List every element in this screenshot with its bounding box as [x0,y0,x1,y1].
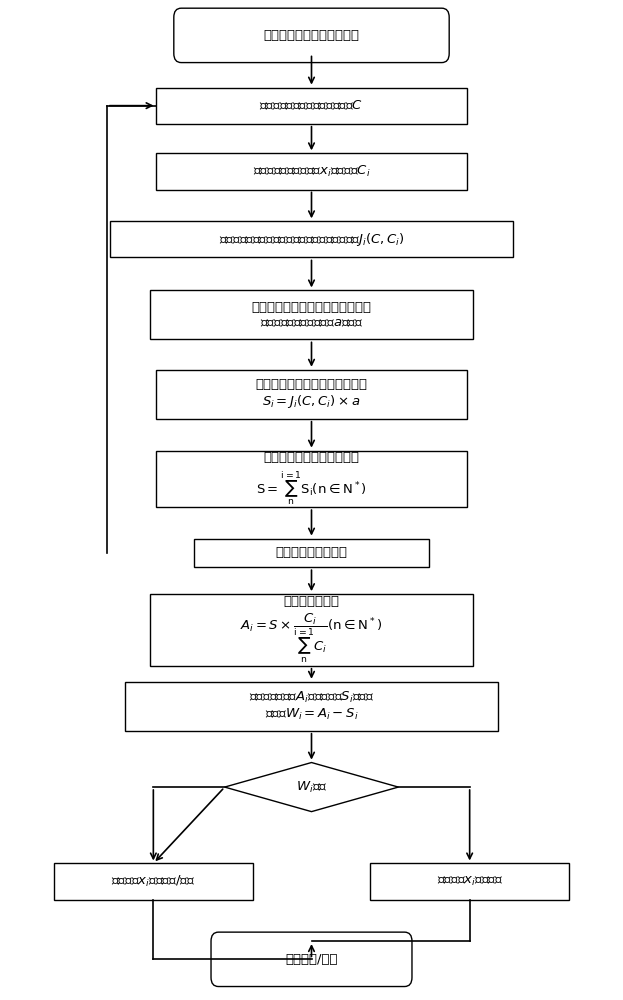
Text: 列队车辆$x_i$进行缴费: 列队车辆$x_i$进行缴费 [437,875,503,888]
Text: 进入额度权重再分配: 进入额度权重再分配 [275,546,348,559]
Polygon shape [225,763,398,812]
FancyBboxPatch shape [194,539,429,567]
FancyBboxPatch shape [174,8,449,63]
FancyBboxPatch shape [156,88,467,124]
FancyBboxPatch shape [150,290,473,339]
FancyBboxPatch shape [156,370,467,419]
Text: 完成补偿/扣费: 完成补偿/扣费 [285,953,338,966]
FancyBboxPatch shape [150,594,473,666]
Text: 计算单一列队车辆的费用收取值
$S_i = J_i(C,C_i)\times a$: 计算单一列队车辆的费用收取值 $S_i = J_i(C,C_i)\times a… [255,378,368,410]
Text: 计算列队车辆中单车的空气阻力$C$: 计算列队车辆中单车的空气阻力$C$ [259,99,364,112]
Text: $W_i$的值: $W_i$的值 [296,780,327,795]
FancyBboxPatch shape [110,221,513,257]
FancyBboxPatch shape [211,932,412,987]
Text: 计算该列队车辆中车辆$x_i$空气阻力$C_i$: 计算该列队车辆中车辆$x_i$空气阻力$C_i$ [253,164,370,179]
FancyBboxPatch shape [156,153,467,190]
Text: 权重分配额度值
$A_i =S\times\dfrac{C_i}{\sum_{\mathrm{n}}^{\mathrm{i=1}}C_i}\left(\math: 权重分配额度值 $A_i =S\times\dfrac{C_i}{\sum_{\… [240,595,383,665]
FancyBboxPatch shape [156,451,467,507]
Text: 列队车辆$x_i$得到收入/补偿: 列队车辆$x_i$得到收入/补偿 [112,874,196,889]
FancyBboxPatch shape [371,863,569,900]
FancyBboxPatch shape [54,863,252,900]
Text: 将计算分配金额$A_i$与收取金额$S_i$做差值
差值：$W_i = A_i - S_i$: 将计算分配金额$A_i$与收取金额$S_i$做差值 差值：$W_i = A_i … [249,690,374,722]
Text: 列队车辆开始进入队列行驶: 列队车辆开始进入队列行驶 [264,29,359,42]
Text: 为列队车辆统一收取金额值
$\mathrm{S}=\sum_{\mathrm{n}}^{\mathrm{i=1}}\mathrm{S_i}(\mathrm{n}: 为列队车辆统一收取金额值 $\mathrm{S}=\sum_{\mathrm{n… [256,451,367,507]
FancyBboxPatch shape [125,682,498,731]
Text: 利用仿真算例计算每列队车辆的等效燃油经济性$J_i(C,C_i)$: 利用仿真算例计算每列队车辆的等效燃油经济性$J_i(C,C_i)$ [219,231,404,248]
Text: 带入所对应的能量消耗单价（基于
当前市场价格进行计算）$a$（元）: 带入所对应的能量消耗单价（基于 当前市场价格进行计算）$a$（元） [252,301,371,329]
